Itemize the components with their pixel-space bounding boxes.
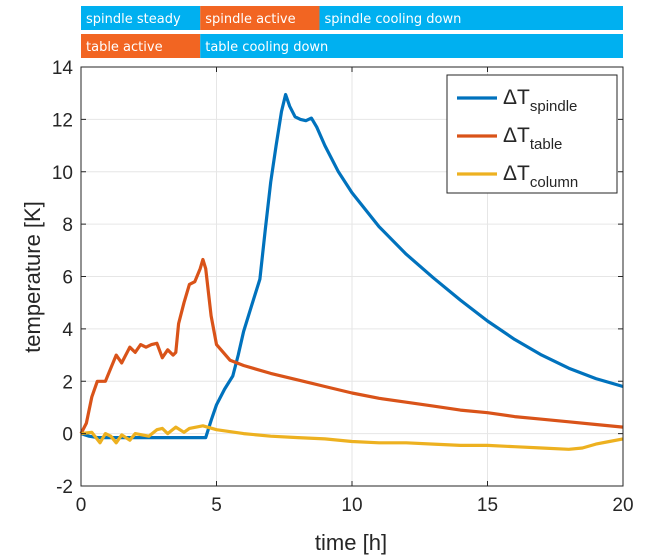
series-line-column — [80, 424, 624, 451]
phase-label: table cooling down — [205, 40, 328, 55]
phase-label: table active — [86, 40, 163, 55]
phase-segment — [319, 6, 623, 30]
legend-sub-label: table — [530, 136, 563, 153]
x-axis-label: time [h] — [315, 530, 387, 555]
legend-main-label: ΔT — [503, 86, 530, 109]
phase-label: spindle steady — [86, 12, 181, 27]
legend-main-label: ΔT — [503, 162, 530, 185]
axes — [80, 66, 624, 487]
y-tick-label: 12 — [52, 110, 73, 131]
legend-sub-label: spindle — [530, 98, 578, 115]
y-tick-label: 2 — [62, 372, 73, 393]
phase-label: spindle active — [205, 12, 295, 27]
series-line-spindle — [80, 92, 624, 440]
legend-entry: ΔTcolumn — [503, 162, 578, 191]
phase-segment — [200, 34, 624, 58]
series-lines — [79, 92, 624, 451]
phase-segment — [200, 6, 320, 30]
y-tick-label: 10 — [52, 163, 73, 184]
y-axis-label: temperature [K] — [20, 201, 45, 353]
y-tick-label: 8 — [62, 215, 73, 236]
phase-bars: spindle steady spindle active spindle cool… — [81, 6, 624, 58]
x-tick-label: 0 — [76, 495, 87, 516]
x-tick-label: 5 — [211, 495, 222, 516]
legend-entry: ΔTspindle — [503, 86, 577, 115]
series-line-table — [79, 257, 624, 435]
y-tick-label: 0 — [62, 425, 73, 446]
y-tick-label: -2 — [56, 477, 73, 498]
phase-label: spindle cooling down — [324, 12, 461, 27]
y-tick-label: 4 — [62, 320, 73, 341]
phase-segment — [81, 34, 201, 58]
y-tick-label: 6 — [62, 268, 73, 289]
legend-sub-label: column — [530, 174, 578, 191]
legend-main-label: ΔT — [503, 124, 530, 147]
phase-segment — [81, 6, 201, 30]
y-tick-label: 14 — [52, 58, 74, 79]
legend-entry: ΔTtable — [503, 124, 562, 153]
x-tick-label: 15 — [477, 495, 498, 516]
x-tick-label: 10 — [341, 495, 362, 516]
x-tick-label: 20 — [612, 495, 633, 516]
